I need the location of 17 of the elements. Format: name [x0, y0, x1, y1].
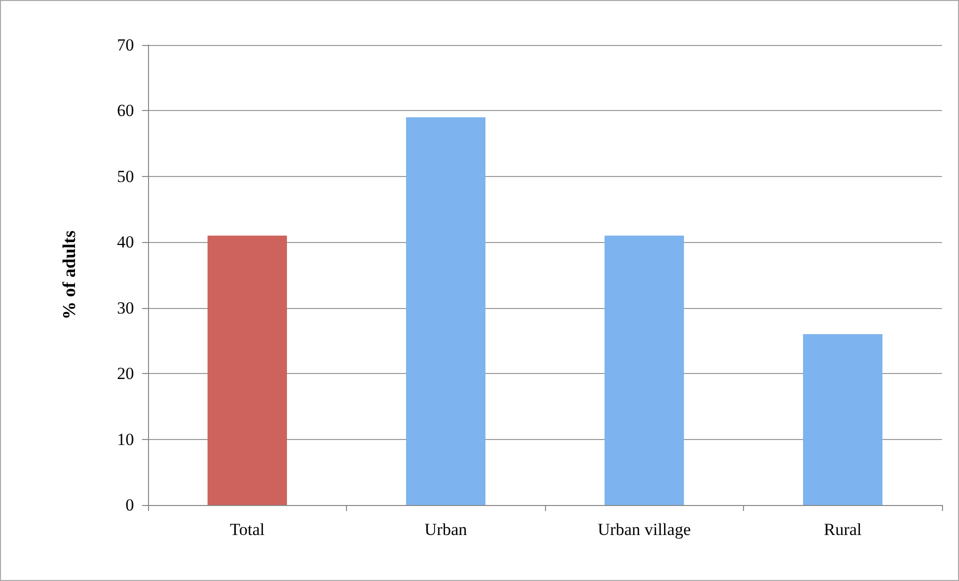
y-tick-label: 10: [117, 430, 134, 449]
y-axis-title: % of adults: [59, 230, 79, 320]
y-tick-label: 0: [126, 496, 134, 514]
y-tick-label: 60: [117, 101, 134, 120]
bar: [406, 117, 486, 505]
y-tick-label: 20: [117, 364, 134, 384]
x-tick-label: Urban village: [598, 520, 691, 539]
y-tick-label: 50: [117, 166, 134, 186]
bar: [803, 334, 882, 505]
y-tick-label: 40: [117, 232, 134, 252]
bar: [604, 236, 684, 505]
y-tick-label: 70: [117, 36, 134, 54]
x-tick-label: Urban: [424, 520, 468, 539]
y-tick-label: 30: [117, 298, 134, 318]
x-tick-label: Total: [230, 520, 265, 539]
x-tick-label: Rural: [824, 520, 862, 539]
bar: [208, 236, 287, 505]
